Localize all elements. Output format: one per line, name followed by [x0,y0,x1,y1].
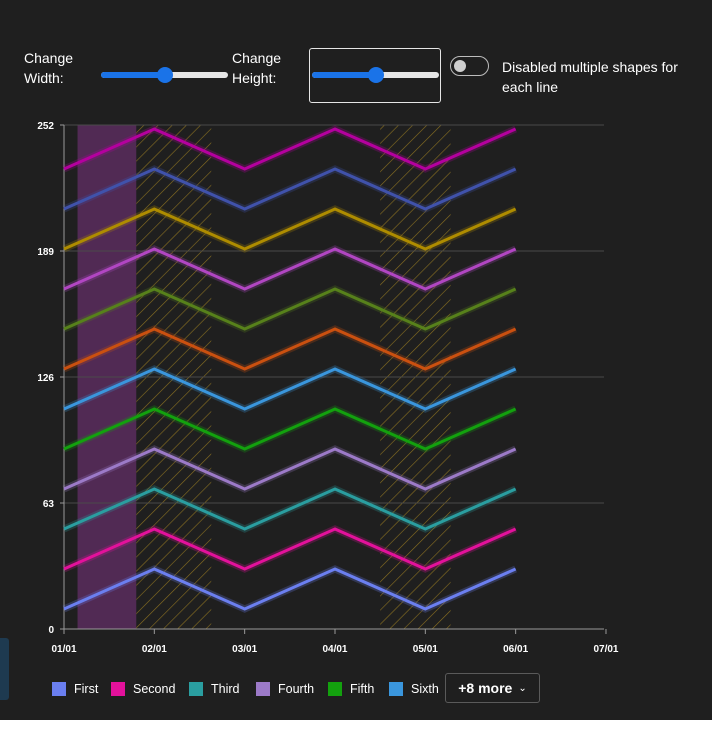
y-tick-label: 63 [43,499,55,510]
legend-more-button[interactable]: +8 more ⌄ [445,673,540,703]
chevron-down-icon: ⌄ [518,682,527,694]
series-line-8 [63,287,517,331]
toggle-label: Disabled multiple shapes for each line [502,59,678,95]
x-tick-label: 03/01 [232,644,257,655]
x-tick-label: 02/01 [142,644,167,655]
legend-label: Fifth [350,682,375,696]
legend-swatch [189,682,203,696]
y-tick-label: 189 [37,247,54,258]
height-label: Change Height: [232,50,282,86]
series-line-6 [63,367,517,411]
legend-label: Second [133,682,176,696]
height-slider-thumb[interactable] [368,67,384,83]
width-label: Change Width: [24,50,74,86]
legend-label: Third [211,682,240,696]
more-label: +8 more [458,680,513,696]
height-slider-fill [312,72,376,78]
legend-label: First [74,682,99,696]
y-tick-label: 252 [37,121,54,132]
height-slider-focus-box [309,48,441,103]
series-line-12 [63,127,517,171]
series-line-9 [63,247,517,291]
toggle-knob [454,60,466,72]
width-slider[interactable] [101,65,228,85]
series-line-10 [63,207,517,251]
width-slider-thumb[interactable] [157,67,173,83]
legend-item-fourth[interactable]: Fourth [256,681,314,697]
x-tick-label: 01/01 [51,644,76,655]
x-tick-label: 04/01 [322,644,347,655]
series-line-2 [63,527,517,571]
series-line-7 [63,327,517,371]
y-tick-label: 126 [37,373,54,384]
x-tick-label: 07/01 [593,644,618,655]
legend-item-first[interactable]: First [52,681,98,697]
side-panel-tab[interactable] [0,638,9,700]
legend-swatch [328,682,342,696]
x-tick-label: 06/01 [503,644,528,655]
legend-item-fifth[interactable]: Fifth [328,681,374,697]
line-chart: 0 63 126 189 252 01/01 02/01 03/01 04/01 05/01 06/… [37,121,619,655]
multiple-shapes-toggle[interactable] [450,56,489,76]
legend-item-sixth[interactable]: Sixth [389,681,439,697]
legend-item-second[interactable]: Second [111,681,175,697]
y-tick-label: 0 [48,625,54,636]
series-line-1 [63,567,517,611]
legend-swatch [256,682,270,696]
series-line-11 [63,167,517,211]
legend-item-third[interactable]: Third [189,681,239,697]
legend-swatch [111,682,125,696]
legend-swatch [389,682,403,696]
width-slider-fill [101,72,165,78]
series-line-3 [63,487,517,531]
legend-label: Fourth [278,682,315,696]
legend-label: Sixth [411,682,439,696]
series-line-4 [63,447,517,491]
legend-swatch [52,682,66,696]
series-line-5 [63,407,517,451]
height-slider[interactable] [312,65,439,85]
x-tick-label: 05/01 [413,644,438,655]
